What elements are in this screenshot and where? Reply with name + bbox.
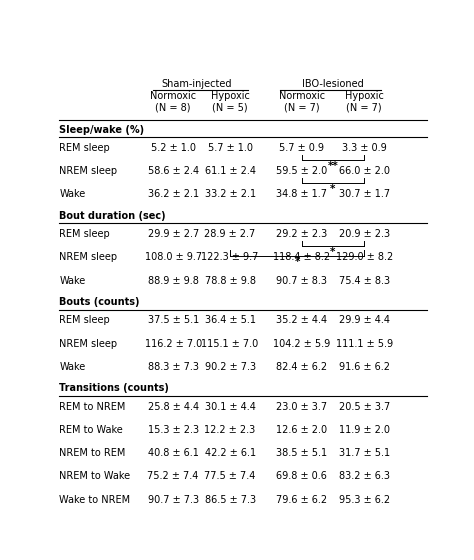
Text: 23.0 ± 3.7: 23.0 ± 3.7 [276, 402, 327, 412]
Text: 38.5 ± 5.1: 38.5 ± 5.1 [276, 448, 327, 458]
Text: 75.4 ± 8.3: 75.4 ± 8.3 [338, 276, 390, 286]
Text: NREM sleep: NREM sleep [59, 166, 118, 176]
Text: 15.3 ± 2.3: 15.3 ± 2.3 [147, 425, 199, 435]
Text: 29.9 ± 4.4: 29.9 ± 4.4 [338, 315, 390, 325]
Text: REM sleep: REM sleep [59, 229, 110, 239]
Text: NREM sleep: NREM sleep [59, 253, 118, 262]
Text: 129.0 ± 8.2: 129.0 ± 8.2 [336, 253, 393, 262]
Text: Hypoxic
(N = 7): Hypoxic (N = 7) [345, 91, 383, 113]
Text: Bout duration (sec): Bout duration (sec) [59, 211, 166, 221]
Text: 11.9 ± 2.0: 11.9 ± 2.0 [338, 425, 390, 435]
Text: 79.6 ± 6.2: 79.6 ± 6.2 [276, 494, 327, 505]
Text: 29.9 ± 2.7: 29.9 ± 2.7 [147, 229, 199, 239]
Text: 122.3 ± 9.7: 122.3 ± 9.7 [201, 253, 259, 262]
Text: REM to Wake: REM to Wake [59, 425, 123, 435]
Text: Transitions (counts): Transitions (counts) [59, 384, 169, 394]
Text: 83.2 ± 6.3: 83.2 ± 6.3 [338, 472, 390, 482]
Text: 5.2 ± 1.0: 5.2 ± 1.0 [151, 143, 196, 153]
Text: 12.6 ± 2.0: 12.6 ± 2.0 [276, 425, 327, 435]
Text: Hypoxic
(N = 5): Hypoxic (N = 5) [210, 91, 249, 113]
Text: REM sleep: REM sleep [59, 143, 110, 153]
Text: REM sleep: REM sleep [59, 315, 110, 325]
Text: 61.1 ± 2.4: 61.1 ± 2.4 [205, 166, 255, 176]
Text: NREM sleep: NREM sleep [59, 339, 118, 348]
Text: Normoxic
(N = 8): Normoxic (N = 8) [150, 91, 196, 113]
Text: 40.8 ± 6.1: 40.8 ± 6.1 [148, 448, 199, 458]
Text: 25.8 ± 4.4: 25.8 ± 4.4 [147, 402, 199, 412]
Text: 35.2 ± 4.4: 35.2 ± 4.4 [276, 315, 327, 325]
Text: 88.3 ± 7.3: 88.3 ± 7.3 [147, 362, 199, 372]
Text: 5.7 ± 1.0: 5.7 ± 1.0 [208, 143, 253, 153]
Text: 36.4 ± 5.1: 36.4 ± 5.1 [205, 315, 255, 325]
Text: NREM to Wake: NREM to Wake [59, 472, 130, 482]
Text: Wake to NREM: Wake to NREM [59, 494, 130, 505]
Text: 36.2 ± 2.1: 36.2 ± 2.1 [147, 189, 199, 199]
Text: 77.5 ± 7.4: 77.5 ± 7.4 [204, 472, 256, 482]
Text: Bouts (counts): Bouts (counts) [59, 297, 140, 307]
Text: 12.2 ± 2.3: 12.2 ± 2.3 [204, 425, 255, 435]
Text: 90.2 ± 7.3: 90.2 ± 7.3 [204, 362, 255, 372]
Text: 86.5 ± 7.3: 86.5 ± 7.3 [204, 494, 255, 505]
Text: 66.0 ± 2.0: 66.0 ± 2.0 [338, 166, 390, 176]
Text: 58.6 ± 2.4: 58.6 ± 2.4 [147, 166, 199, 176]
Text: 116.2 ± 7.0: 116.2 ± 7.0 [145, 339, 202, 348]
Text: 69.8 ± 0.6: 69.8 ± 0.6 [276, 472, 327, 482]
Text: 30.1 ± 4.4: 30.1 ± 4.4 [205, 402, 255, 412]
Text: 30.7 ± 1.7: 30.7 ± 1.7 [338, 189, 390, 199]
Text: 88.9 ± 9.8: 88.9 ± 9.8 [148, 276, 199, 286]
Text: 111.1 ± 5.9: 111.1 ± 5.9 [336, 339, 393, 348]
Text: *: * [330, 184, 336, 194]
Text: 28.9 ± 2.7: 28.9 ± 2.7 [204, 229, 255, 239]
Text: IBO-lesioned: IBO-lesioned [302, 79, 364, 88]
Text: 34.8 ± 1.7: 34.8 ± 1.7 [276, 189, 327, 199]
Text: 104.2 ± 5.9: 104.2 ± 5.9 [273, 339, 330, 348]
Text: 90.7 ± 8.3: 90.7 ± 8.3 [276, 276, 327, 286]
Text: *: * [330, 248, 336, 258]
Text: Normoxic
(N = 7): Normoxic (N = 7) [279, 91, 325, 113]
Text: 37.5 ± 5.1: 37.5 ± 5.1 [147, 315, 199, 325]
Text: Wake: Wake [59, 276, 85, 286]
Text: 33.2 ± 2.1: 33.2 ± 2.1 [204, 189, 255, 199]
Text: REM to NREM: REM to NREM [59, 402, 126, 412]
Text: 3.3 ± 0.9: 3.3 ± 0.9 [342, 143, 386, 153]
Text: 90.7 ± 7.3: 90.7 ± 7.3 [147, 494, 199, 505]
Text: 78.8 ± 9.8: 78.8 ± 9.8 [205, 276, 255, 286]
Text: Wake: Wake [59, 189, 85, 199]
Text: 108.0 ± 9.7: 108.0 ± 9.7 [145, 253, 202, 262]
Text: 82.4 ± 6.2: 82.4 ± 6.2 [276, 362, 327, 372]
Text: Wake: Wake [59, 362, 85, 372]
Text: 59.5 ± 2.0: 59.5 ± 2.0 [276, 166, 328, 176]
Text: 42.2 ± 6.1: 42.2 ± 6.1 [204, 448, 255, 458]
Text: 75.2 ± 7.4: 75.2 ± 7.4 [147, 472, 199, 482]
Text: 118.4 ± 8.2: 118.4 ± 8.2 [273, 253, 330, 262]
Text: 31.7 ± 5.1: 31.7 ± 5.1 [338, 448, 390, 458]
Text: NREM to REM: NREM to REM [59, 448, 126, 458]
Text: 95.3 ± 6.2: 95.3 ± 6.2 [338, 494, 390, 505]
Text: 5.7 ± 0.9: 5.7 ± 0.9 [279, 143, 324, 153]
Text: Sham-injected: Sham-injected [162, 79, 232, 88]
Text: Sleep/wake (%): Sleep/wake (%) [59, 125, 145, 135]
Text: 91.6 ± 6.2: 91.6 ± 6.2 [338, 362, 390, 372]
Text: 29.2 ± 2.3: 29.2 ± 2.3 [276, 229, 328, 239]
Text: 20.9 ± 2.3: 20.9 ± 2.3 [338, 229, 390, 239]
Text: 20.5 ± 3.7: 20.5 ± 3.7 [338, 402, 390, 412]
Text: **: ** [328, 161, 338, 171]
Text: 115.1 ± 7.0: 115.1 ± 7.0 [201, 339, 259, 348]
Text: *: * [294, 257, 300, 267]
